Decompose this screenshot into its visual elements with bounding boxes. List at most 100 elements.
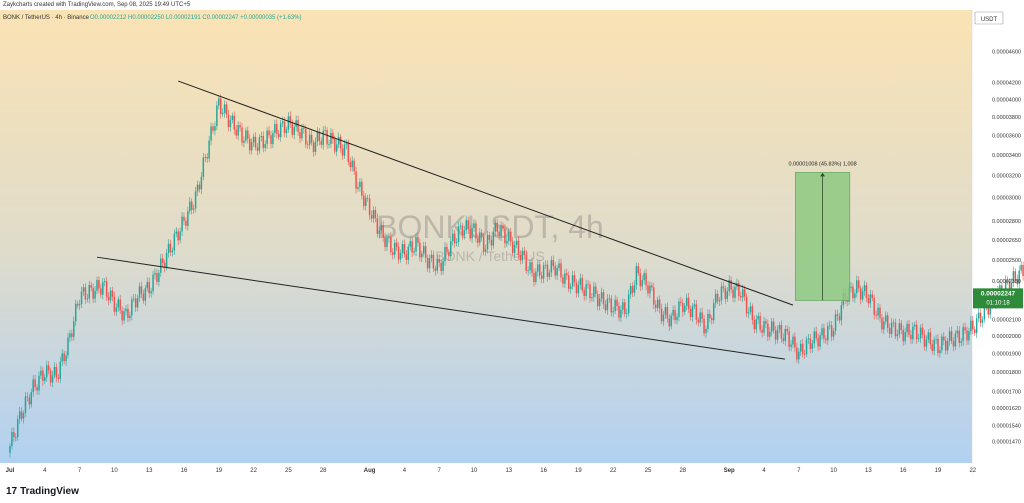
- candle-body: [589, 284, 591, 299]
- candle-body: [475, 223, 477, 239]
- candle-body: [983, 304, 986, 320]
- candle-body: [293, 127, 295, 135]
- target-measure-tool[interactable]: 0.00001008 (45.83%) 1,008: [788, 161, 857, 301]
- price-tick-label: 0.00003400: [992, 153, 1021, 159]
- candle-body: [664, 307, 667, 315]
- candle-body: [828, 325, 831, 327]
- candle-body: [279, 123, 282, 138]
- candle-body: [604, 304, 607, 311]
- candle-body: [20, 411, 23, 419]
- candle-body: [726, 291, 729, 300]
- candle-body: [972, 320, 974, 330]
- candle-body: [761, 329, 763, 333]
- candle-body: [732, 289, 734, 298]
- candle-body: [312, 142, 315, 152]
- time-tick-label: 13: [146, 468, 153, 474]
- candle-body: [738, 282, 740, 297]
- trendline-drawings[interactable]: [96, 80, 794, 360]
- candle-body: [950, 331, 953, 342]
- candle-body: [44, 377, 46, 381]
- time-tick-label: Jul: [6, 468, 15, 474]
- candle-body: [399, 253, 402, 260]
- candle-body: [395, 242, 398, 247]
- candle-body: [625, 313, 628, 314]
- candle-body: [743, 289, 746, 297]
- candle-body: [94, 290, 96, 299]
- candle-body: [554, 266, 556, 276]
- candle-body: [776, 329, 779, 340]
- candle-body: [819, 335, 821, 347]
- price-axis[interactable]: 0.00004600 0.00004200 0.00004000 0.00003800…: [992, 50, 1021, 446]
- candle-body: [285, 129, 288, 134]
- candle-body: [840, 305, 843, 321]
- price-tick-label: 0.00001900: [992, 352, 1021, 358]
- candle-body: [455, 241, 458, 244]
- candle-body: [649, 285, 651, 294]
- candle-body: [156, 273, 158, 282]
- currency-badge[interactable]: USDT: [974, 11, 1004, 25]
- candle-body: [809, 338, 812, 349]
- candle-body: [515, 240, 518, 245]
- last-price-value: 0.00002247: [981, 290, 1016, 297]
- candle-body: [707, 313, 709, 330]
- candle-body: [322, 130, 324, 145]
- candle-body: [900, 323, 903, 330]
- candle-body: [374, 210, 377, 219]
- candle-body: [508, 231, 510, 241]
- candle-body: [102, 282, 104, 295]
- candle-body: [484, 249, 487, 252]
- candle-body: [183, 216, 185, 221]
- candle-body: [511, 241, 514, 254]
- candle-body: [691, 306, 694, 318]
- candle-body: [834, 314, 837, 331]
- candle-body: [289, 116, 292, 124]
- candle-body: [970, 320, 972, 332]
- price-tick-label: 0.00002350: [992, 279, 1021, 285]
- candle-body: [231, 115, 234, 121]
- price-chart[interactable]: BONK / TetherUS · 4h · Binance O0.000022…: [0, 10, 1024, 477]
- price-tick-label: 0.00004000: [992, 97, 1021, 103]
- candle-body: [886, 315, 889, 329]
- price-tick-label: 0.00002000: [992, 334, 1021, 340]
- candle-body: [138, 286, 141, 298]
- tradingview-logo[interactable]: 17 TradingView: [6, 486, 79, 497]
- candle-body: [494, 222, 497, 232]
- candle-body: [583, 290, 585, 296]
- candle-body: [712, 303, 715, 321]
- candle-body: [173, 233, 176, 251]
- candle-body: [332, 132, 334, 140]
- candle-body: [206, 157, 208, 159]
- candle-body: [1004, 280, 1007, 295]
- candle-body: [272, 133, 274, 144]
- time-axis[interactable]: Jul 4 7 10 13 16 19 22 25 28 Aug 4 7 10 13 16 19 22 25 28 Se…: [6, 468, 977, 474]
- candle-body: [958, 330, 961, 343]
- candle-body: [585, 284, 587, 296]
- candle-body: [861, 291, 864, 300]
- candle-body: [587, 284, 589, 286]
- candle-body: [53, 366, 56, 376]
- candle-body: [890, 322, 893, 334]
- candle-body: [598, 298, 601, 307]
- candle-body: [161, 258, 164, 264]
- candle-body: [136, 297, 139, 308]
- candle-body: [987, 305, 990, 315]
- candle-body: [419, 242, 421, 258]
- candle-body: [49, 370, 52, 383]
- candle-body: [388, 236, 390, 238]
- candle-body: [430, 254, 433, 259]
- time-tick-label: 16: [900, 468, 907, 474]
- candle-body: [709, 313, 711, 319]
- candle-body: [283, 121, 286, 134]
- candle-body: [347, 143, 350, 163]
- candle-body: [239, 125, 241, 128]
- candle-body: [606, 298, 609, 311]
- candle-body: [811, 343, 814, 349]
- candle-body: [923, 334, 926, 347]
- candle-body: [320, 140, 323, 145]
- candle-body: [591, 297, 593, 299]
- candle-body: [894, 322, 897, 337]
- candle-body: [651, 285, 653, 288]
- candle-body: [341, 148, 344, 156]
- candle-body: [821, 328, 823, 336]
- candle-body: [979, 312, 982, 323]
